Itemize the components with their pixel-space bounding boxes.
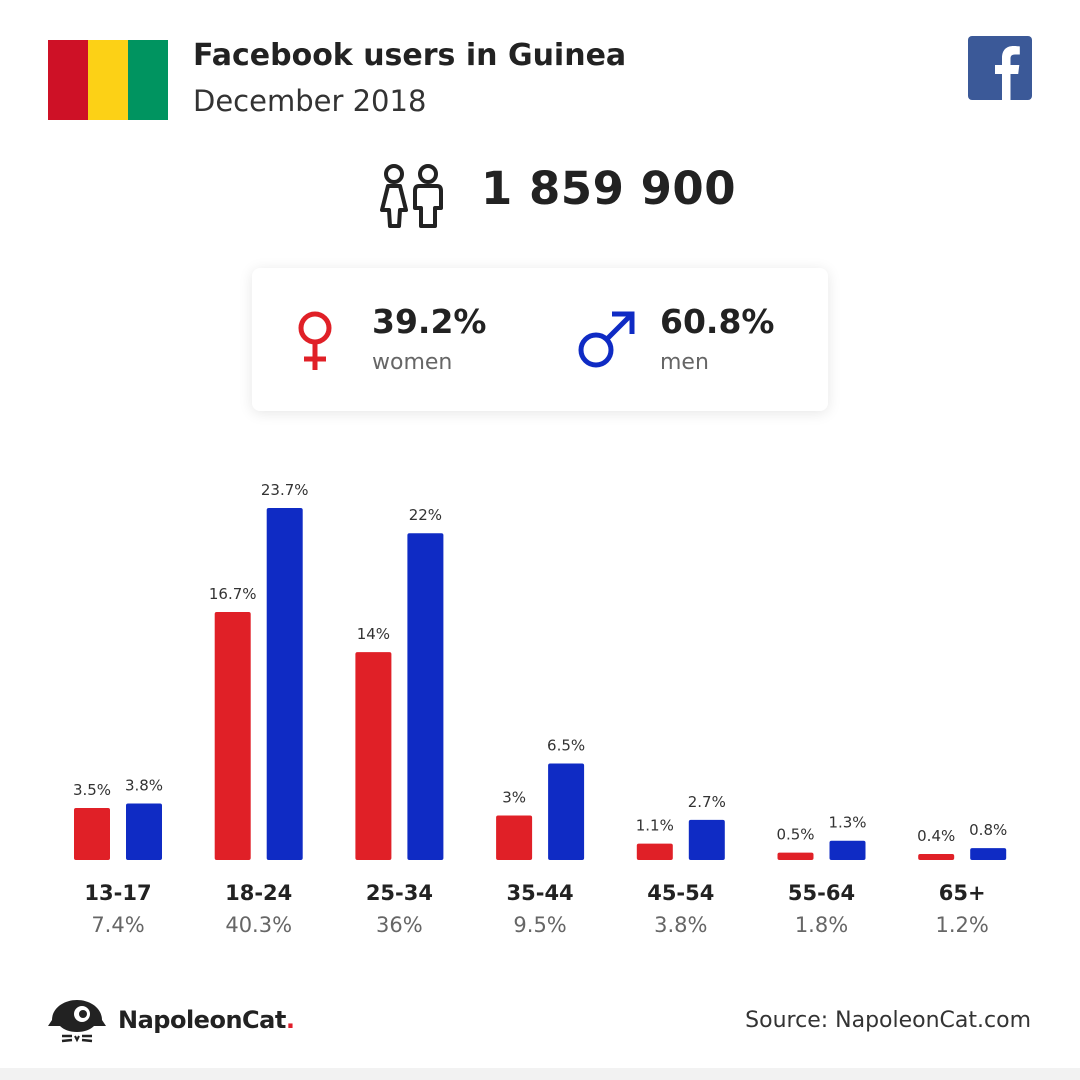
bar-label-women-65+: 0.4%	[917, 827, 955, 845]
bar-women-65+	[918, 854, 955, 860]
age-gender-bar-chart: 3.5% 3.8% 13-17 7.4% 16.7% 23.7% 18-24 40.3% 14%…	[73, 481, 1007, 937]
bar-women-18-24	[214, 611, 251, 860]
bar-label-men-35-44: 6.5%	[547, 736, 585, 754]
bottom-strip	[0, 1068, 1080, 1080]
bar-label-men-65+: 0.8%	[969, 821, 1007, 839]
category-total-45-54: 3.8%	[654, 913, 707, 937]
category-label-55-64: 55-64	[788, 881, 855, 905]
bar-women-55-64	[777, 852, 814, 860]
flag-stripe-yellow	[88, 40, 128, 120]
gender-summary-card: 39.2% women 60.8% men	[252, 268, 828, 411]
flag-stripe-red	[48, 40, 88, 120]
bar-label-women-35-44: 3%	[502, 788, 526, 806]
bar-men-25-34	[407, 533, 444, 860]
bar-men-18-24	[266, 508, 303, 860]
category-label-45-54: 45-54	[647, 881, 714, 905]
bar-men-35-44	[548, 763, 585, 860]
category-label-13-17: 13-17	[84, 881, 151, 905]
bar-men-13-17	[126, 803, 162, 860]
page-subtitle: December 2018	[193, 84, 427, 118]
category-total-35-44: 9.5%	[513, 913, 566, 937]
brand-name: NapoleonCat.	[118, 1006, 295, 1034]
people-icon	[374, 160, 448, 232]
category-total-25-34: 36%	[376, 913, 423, 937]
brand-name-text: NapoleonCat	[118, 1006, 286, 1034]
women-percentage: 39.2%	[372, 302, 487, 341]
category-total-65+: 1.2%	[936, 913, 989, 937]
men-percentage: 60.8%	[660, 302, 775, 341]
male-symbol-icon	[574, 304, 644, 374]
napoleoncat-logo-icon	[48, 996, 106, 1044]
bar-label-men-13-17: 3.8%	[125, 777, 163, 795]
category-label-25-34: 25-34	[366, 881, 433, 905]
category-total-13-17: 7.4%	[91, 913, 144, 937]
bar-men-55-64	[829, 840, 866, 860]
facebook-logo-icon	[968, 36, 1032, 100]
bar-women-45-54	[636, 843, 673, 860]
bar-women-35-44	[496, 815, 533, 860]
female-symbol-icon	[280, 306, 350, 376]
source-label: Source: NapoleonCat.com	[745, 1008, 1031, 1033]
bar-label-women-13-17: 3.5%	[73, 781, 111, 799]
category-total-18-24: 40.3%	[225, 913, 292, 937]
bar-label-men-55-64: 1.3%	[828, 814, 866, 832]
bar-label-women-18-24: 16.7%	[209, 585, 257, 603]
brand-dot: .	[285, 1006, 295, 1034]
bar-label-women-55-64: 0.5%	[776, 826, 814, 844]
total-users-count: 1 859 900	[481, 162, 737, 215]
bar-label-women-25-34: 14%	[357, 625, 390, 643]
women-label: women	[372, 350, 453, 375]
page-title: Facebook users in Guinea	[193, 38, 627, 73]
guinea-flag-icon	[48, 40, 168, 120]
bar-women-25-34	[355, 652, 392, 860]
bar-label-men-18-24: 23.7%	[261, 481, 309, 499]
category-total-55-64: 1.8%	[795, 913, 848, 937]
bar-men-45-54	[688, 819, 725, 860]
bar-label-women-45-54: 1.1%	[636, 817, 674, 835]
bar-women-13-17	[74, 808, 110, 860]
bar-label-men-45-54: 2.7%	[688, 793, 726, 811]
bar-men-65+	[970, 848, 1007, 860]
category-label-18-24: 18-24	[225, 881, 292, 905]
bar-label-men-25-34: 22%	[409, 506, 442, 524]
category-label-65+: 65+	[939, 881, 986, 905]
men-label: men	[660, 350, 709, 375]
category-label-35-44: 35-44	[507, 881, 574, 905]
flag-stripe-green	[128, 40, 168, 120]
